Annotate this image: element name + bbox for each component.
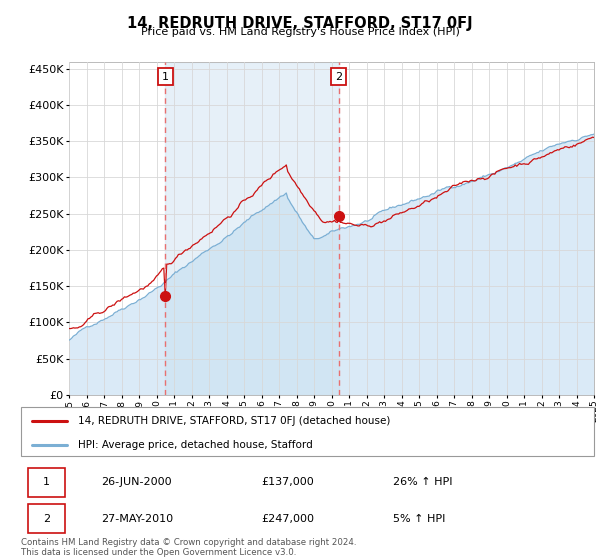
Text: 14, REDRUTH DRIVE, STAFFORD, ST17 0FJ: 14, REDRUTH DRIVE, STAFFORD, ST17 0FJ (127, 16, 473, 31)
FancyBboxPatch shape (28, 468, 65, 497)
Text: HPI: Average price, detached house, Stafford: HPI: Average price, detached house, Staf… (79, 440, 313, 450)
Text: 14, REDRUTH DRIVE, STAFFORD, ST17 0FJ (detached house): 14, REDRUTH DRIVE, STAFFORD, ST17 0FJ (d… (79, 416, 391, 426)
Text: 27-MAY-2010: 27-MAY-2010 (101, 514, 173, 524)
Text: £247,000: £247,000 (262, 514, 314, 524)
Text: 1: 1 (43, 478, 50, 487)
Text: 26-JUN-2000: 26-JUN-2000 (101, 478, 172, 487)
Text: 1: 1 (162, 72, 169, 82)
Text: Contains HM Land Registry data © Crown copyright and database right 2024.
This d: Contains HM Land Registry data © Crown c… (21, 538, 356, 557)
Text: 26% ↑ HPI: 26% ↑ HPI (394, 478, 453, 487)
Text: 2: 2 (335, 72, 342, 82)
Text: 2: 2 (43, 514, 50, 524)
FancyBboxPatch shape (21, 407, 594, 456)
Text: Price paid vs. HM Land Registry's House Price Index (HPI): Price paid vs. HM Land Registry's House … (140, 27, 460, 37)
Text: 5% ↑ HPI: 5% ↑ HPI (394, 514, 446, 524)
Text: £137,000: £137,000 (262, 478, 314, 487)
FancyBboxPatch shape (28, 505, 65, 533)
